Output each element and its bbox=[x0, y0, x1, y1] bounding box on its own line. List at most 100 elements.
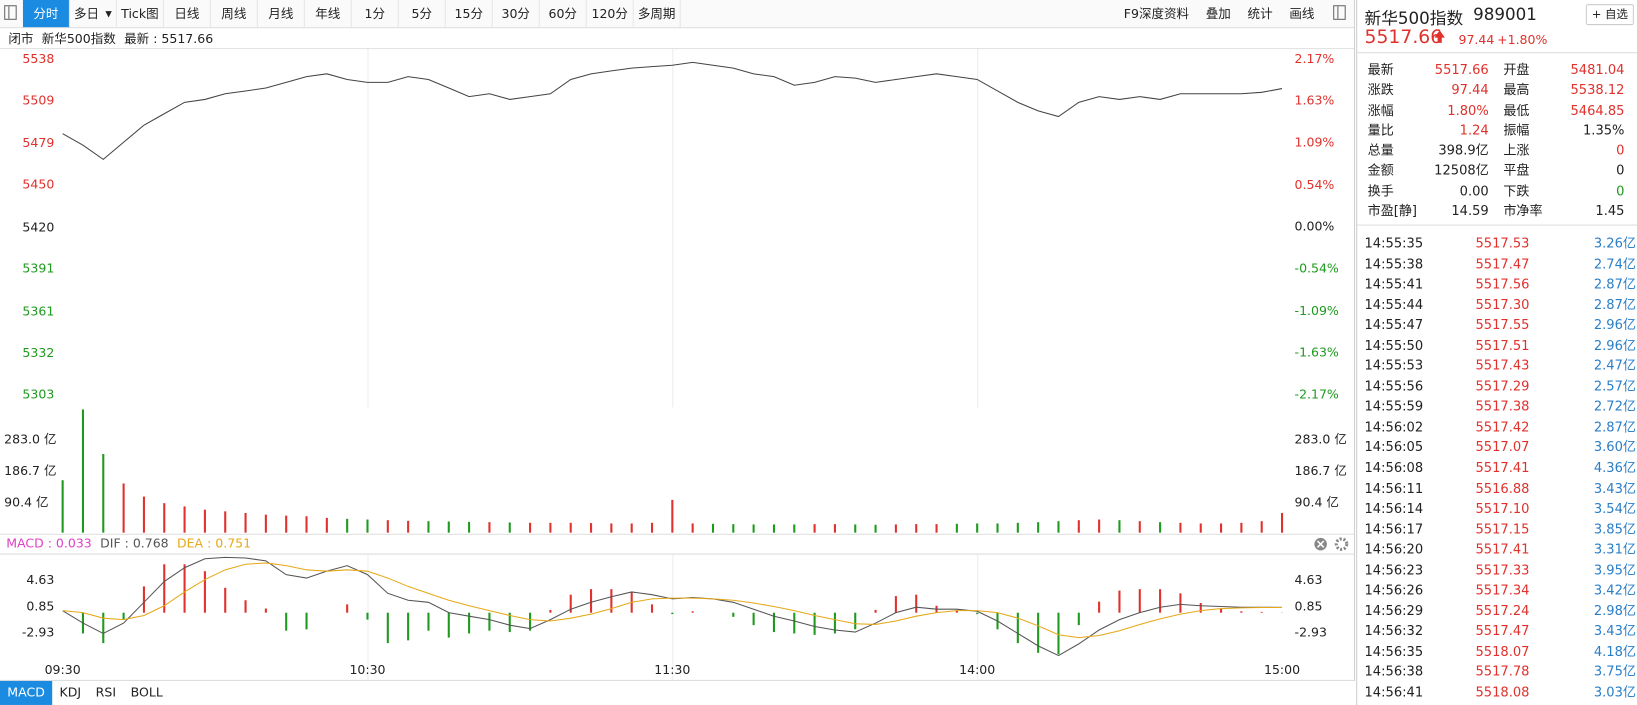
trade-volume: 2.72亿 bbox=[1593, 398, 1636, 414]
period-tab[interactable]: 月线 bbox=[258, 0, 305, 28]
trade-volume: 2.47亿 bbox=[1593, 357, 1636, 374]
macd-bar bbox=[224, 587, 227, 613]
stat-label: 涨幅 bbox=[1367, 101, 1394, 118]
stats-row: 涨幅 1.80% 最低 5464.85 bbox=[1357, 100, 1637, 120]
trade-volume: 3.42亿 bbox=[1593, 582, 1636, 598]
trade-volume: 3.03亿 bbox=[1593, 684, 1636, 700]
volume-bar bbox=[976, 523, 979, 533]
trade-price: 5517.38 bbox=[1475, 398, 1530, 414]
trade-volume: 2.87亿 bbox=[1593, 275, 1636, 292]
tool-button[interactable]: F9深度资料 bbox=[1123, 6, 1190, 21]
period-tab[interactable]: 120分 bbox=[587, 0, 634, 28]
macd-bar bbox=[1199, 603, 1202, 613]
tool-button[interactable]: 叠加 bbox=[1205, 6, 1231, 21]
macd-bar bbox=[854, 612, 857, 630]
volume-bar bbox=[224, 511, 227, 533]
period-tab[interactable]: 多周期 bbox=[634, 0, 681, 28]
stat-label: 量比 bbox=[1367, 122, 1394, 138]
period-tab[interactable]: 日线 bbox=[164, 0, 211, 28]
y2-tick-label: -1.63% bbox=[1295, 345, 1339, 360]
period-tab[interactable]: 5分 bbox=[399, 0, 446, 28]
macd-bar bbox=[102, 612, 105, 644]
trade-volume: 2.98亿 bbox=[1593, 602, 1636, 619]
macd-bar bbox=[691, 611, 694, 613]
tool-button[interactable]: 统计 bbox=[1247, 6, 1273, 21]
period-tab[interactable]: Tick图 bbox=[117, 0, 164, 28]
trade-volume: 2.96亿 bbox=[1593, 316, 1636, 333]
volume-bar bbox=[915, 524, 918, 533]
y2-tick-label: 1.09% bbox=[1295, 134, 1335, 149]
tools: F9深度资料 叠加 统计 画线 bbox=[1115, 0, 1322, 27]
macd-bar bbox=[772, 612, 775, 633]
tool-button[interactable]: 画线 bbox=[1289, 6, 1315, 21]
trade-row: 14:56:20 5517.41 3.31亿 bbox=[1357, 539, 1637, 559]
indicator-tab[interactable]: BOLL bbox=[130, 685, 163, 700]
settings-icons[interactable] bbox=[1314, 537, 1349, 551]
volume-bar bbox=[122, 483, 125, 533]
volume-bar bbox=[813, 524, 816, 533]
macd-bar bbox=[732, 612, 735, 617]
period-tab[interactable]: 30分 bbox=[493, 0, 540, 28]
trade-row: 14:56:11 5516.88 3.43亿 bbox=[1357, 478, 1637, 498]
y-tick-label: 5391 bbox=[22, 261, 54, 276]
volume-bar bbox=[752, 524, 755, 533]
trade-time: 14:55:35 bbox=[1364, 234, 1424, 251]
stat-value: 0 bbox=[1616, 142, 1625, 158]
y-tick-label: 5303 bbox=[22, 386, 54, 401]
macd-bar bbox=[976, 612, 979, 615]
volume-bar bbox=[1220, 523, 1223, 533]
macd-bar bbox=[1179, 593, 1182, 613]
macd-bar bbox=[488, 612, 491, 631]
trade-price: 5517.47 bbox=[1475, 622, 1530, 639]
y-tick-label: 5450 bbox=[22, 177, 54, 192]
stat-label: 最低 bbox=[1503, 101, 1530, 118]
trade-volume: 4.18亿 bbox=[1593, 643, 1636, 659]
indicator-tab[interactable]: KDJ bbox=[59, 685, 82, 700]
period-tab[interactable]: 15分 bbox=[446, 0, 493, 28]
volume-bar bbox=[142, 496, 145, 533]
panel-toggle[interactable] bbox=[4, 5, 17, 20]
period-tab[interactable]: 1分 bbox=[352, 0, 399, 28]
trade-price: 5517.53 bbox=[1475, 234, 1530, 251]
trade-row: 14:55:47 5517.55 2.96亿 bbox=[1357, 315, 1637, 335]
volume-bar bbox=[691, 523, 694, 533]
volume-bar bbox=[386, 520, 389, 533]
stats-cell: 换手 0.00 bbox=[1357, 180, 1493, 200]
trade-volume: 3.60亿 bbox=[1593, 439, 1636, 455]
indicator-tab[interactable]: RSI bbox=[95, 685, 117, 700]
volume-bar bbox=[1138, 521, 1141, 533]
period-tab[interactable]: 周线 bbox=[211, 0, 258, 28]
volume-bar bbox=[264, 514, 267, 533]
period-tab[interactable]: 多日 bbox=[70, 0, 117, 28]
volume-bar bbox=[1057, 521, 1060, 533]
market-state: 闭市 bbox=[8, 31, 34, 46]
y2-tick-label: -0.54% bbox=[1295, 260, 1339, 275]
period-tab[interactable]: 分时 bbox=[22, 0, 70, 28]
indicator-tabs: MACD KDJ RSI BOLL bbox=[0, 680, 170, 705]
x-tick-label: 15:00 bbox=[1264, 662, 1300, 677]
volume-bar bbox=[874, 524, 877, 533]
trade-time: 14:56:05 bbox=[1364, 439, 1424, 455]
settings-icon[interactable] bbox=[1334, 537, 1349, 551]
stats-row: 最新 5517.66 开盘 5481.04 bbox=[1357, 60, 1637, 80]
y-tick-label: 5538 bbox=[22, 51, 54, 66]
stats-cell: 平盘 0 bbox=[1493, 160, 1629, 180]
watchlist-button[interactable]: + 自选 bbox=[1585, 4, 1634, 26]
series-line bbox=[62, 562, 1283, 639]
period-tab[interactable]: 年线 bbox=[305, 0, 352, 28]
period-tab[interactable]: 60分 bbox=[540, 0, 587, 28]
trade-volume: 2.74亿 bbox=[1593, 255, 1636, 272]
y-tick-label: 5479 bbox=[22, 135, 54, 150]
trade-time: 14:56:35 bbox=[1364, 643, 1424, 659]
macd-bar bbox=[894, 596, 897, 613]
quote-code: 989001 bbox=[1473, 4, 1537, 25]
macd-bar bbox=[1260, 611, 1263, 613]
macd-bar bbox=[1057, 612, 1060, 655]
indicator-tab[interactable]: MACD bbox=[0, 680, 53, 705]
volume-bar bbox=[325, 517, 328, 533]
trade-row: 14:56:02 5517.42 2.87亿 bbox=[1357, 417, 1637, 437]
trade-price: 5517.41 bbox=[1475, 459, 1530, 476]
panel-toggle[interactable] bbox=[1333, 5, 1346, 20]
macd-bar bbox=[203, 571, 206, 613]
